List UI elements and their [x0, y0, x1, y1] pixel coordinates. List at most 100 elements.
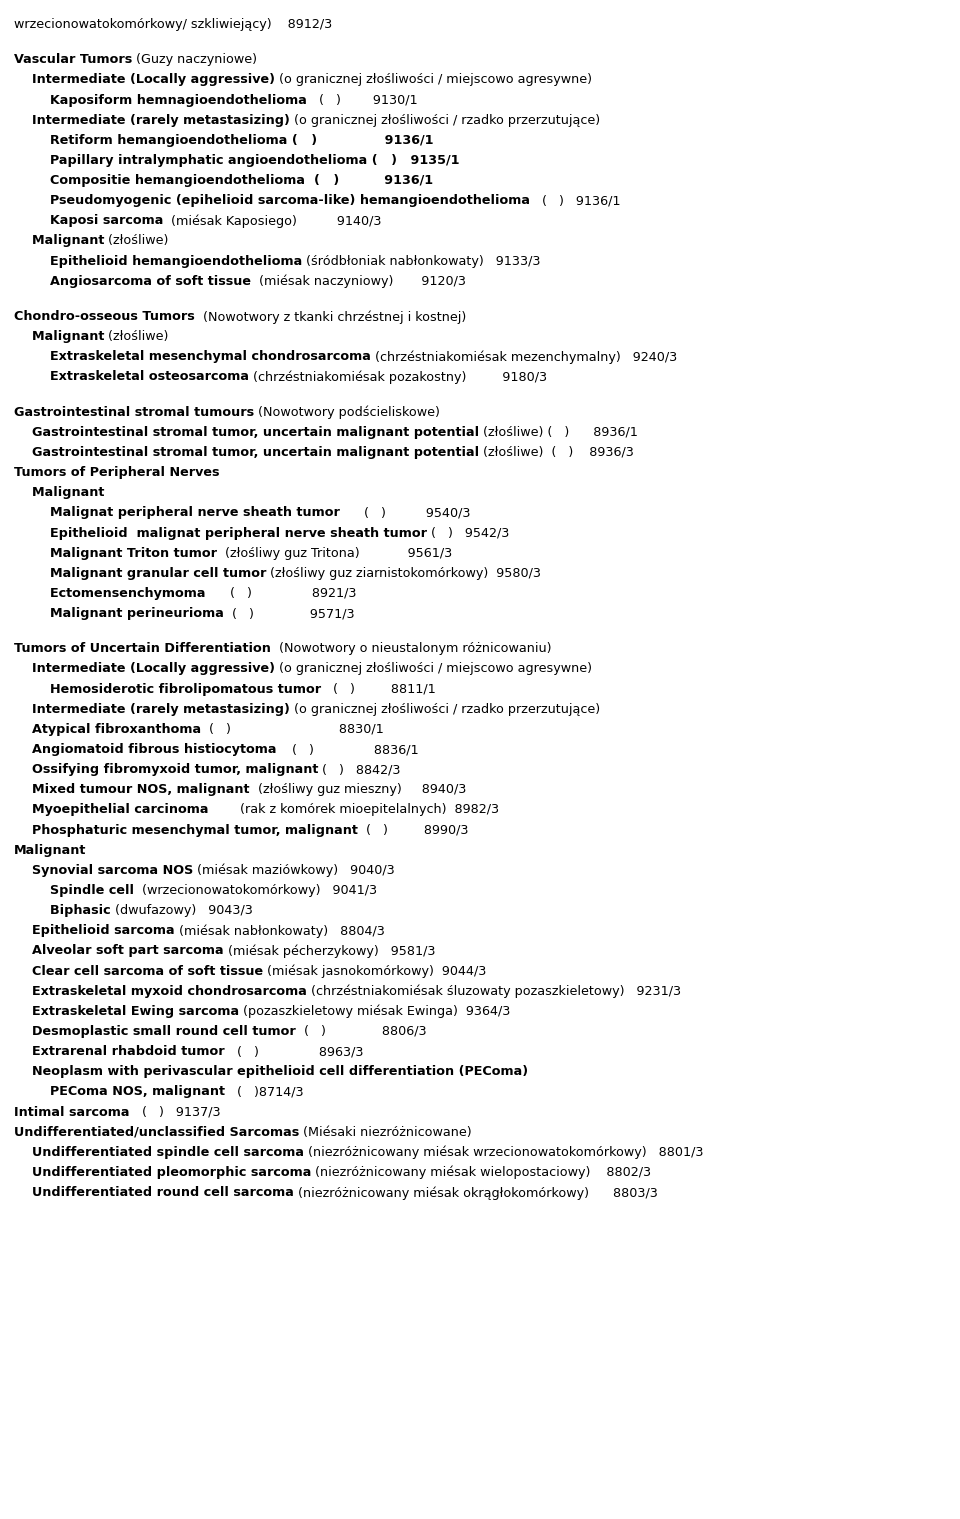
Text: (   )   9137/3: ( ) 9137/3	[130, 1106, 220, 1118]
Text: (Guzy naczyniowe): (Guzy naczyniowe)	[132, 53, 257, 67]
Text: (   )              9571/3: ( ) 9571/3	[224, 608, 354, 620]
Text: (miésak jasnokomórkowy)  9044/3: (miésak jasnokomórkowy) 9044/3	[263, 965, 487, 978]
Text: (śródbłoniak nabłonkowaty)   9133/3: (śródbłoniak nabłonkowaty) 9133/3	[302, 255, 540, 267]
Text: (miésak naczyniowy)       9120/3: (miésak naczyniowy) 9120/3	[251, 275, 466, 289]
Text: Intermediate (Locally aggressive): Intermediate (Locally aggressive)	[14, 73, 275, 87]
Text: Neoplasm with perivascular epithelioid cell differentiation (PEComa): Neoplasm with perivascular epithelioid c…	[14, 1065, 528, 1078]
Text: (Nowotwory podścieliskowe): (Nowotwory podścieliskowe)	[254, 406, 440, 419]
Text: (miésak Kaposiego)          9140/3: (miésak Kaposiego) 9140/3	[163, 214, 382, 228]
Text: Hemosiderotic fibrolipomatous tumor: Hemosiderotic fibrolipomatous tumor	[14, 682, 322, 696]
Text: (   )               8836/1: ( ) 8836/1	[276, 743, 420, 756]
Text: Ectomensenchymoma: Ectomensenchymoma	[14, 586, 205, 600]
Text: Tumors of Uncertain Differentiation: Tumors of Uncertain Differentiation	[14, 643, 271, 655]
Text: Malignant granular cell tumor: Malignant granular cell tumor	[14, 567, 266, 580]
Text: Malignant: Malignant	[14, 330, 105, 343]
Text: Malignant: Malignant	[14, 843, 86, 857]
Text: (złośliwy guz ziarnistokomórkowy)  9580/3: (złośliwy guz ziarnistokomórkowy) 9580/3	[266, 567, 541, 580]
Text: Undifferentiated round cell sarcoma: Undifferentiated round cell sarcoma	[14, 1186, 294, 1198]
Text: Extrarenal rhabdoid tumor: Extrarenal rhabdoid tumor	[14, 1045, 225, 1059]
Text: (   )8714/3: ( )8714/3	[225, 1086, 303, 1098]
Text: Atypical fibroxanthoma: Atypical fibroxanthoma	[14, 723, 202, 735]
Text: (Miésaki niezróżnicowane): (Miésaki niezróżnicowane)	[300, 1126, 472, 1139]
Text: (   )   9136/1: ( ) 9136/1	[530, 194, 620, 207]
Text: Undifferentiated pleomorphic sarcoma: Undifferentiated pleomorphic sarcoma	[14, 1167, 311, 1179]
Text: Kaposiform hemnagioendothelioma: Kaposiform hemnagioendothelioma	[14, 94, 307, 106]
Text: Undifferentiated spindle cell sarcoma: Undifferentiated spindle cell sarcoma	[14, 1145, 304, 1159]
Text: Extraskeletal mesenchymal chondrosarcoma: Extraskeletal mesenchymal chondrosarcoma	[14, 351, 371, 363]
Text: (   )         8990/3: ( ) 8990/3	[358, 823, 468, 837]
Text: Phosphaturic mesenchymal tumor, malignant: Phosphaturic mesenchymal tumor, malignan…	[14, 823, 358, 837]
Text: Vascular Tumors: Vascular Tumors	[14, 53, 132, 67]
Text: (miésak maziówkowy)   9040/3: (miésak maziówkowy) 9040/3	[193, 864, 395, 878]
Text: Chondro-osseous Tumors: Chondro-osseous Tumors	[14, 310, 195, 324]
Text: Ossifying fibromyxoid tumor, malignant: Ossifying fibromyxoid tumor, malignant	[14, 763, 319, 776]
Text: Mixed tumour NOS, malignant: Mixed tumour NOS, malignant	[14, 784, 250, 796]
Text: (niezróżnicowany miésak wrzecionowatokomórkowy)   8801/3: (niezróżnicowany miésak wrzecionowatoko…	[304, 1145, 704, 1159]
Text: Intermediate (rarely metastasizing): Intermediate (rarely metastasizing)	[14, 703, 290, 715]
Text: (złośliwe): (złośliwe)	[105, 234, 169, 248]
Text: (pozaszkieletowy miésak Ewinga)  9364/3: (pozaszkieletowy miésak Ewinga) 9364/3	[239, 1004, 511, 1018]
Text: (   )         8811/1: ( ) 8811/1	[322, 682, 436, 696]
Text: wrzecionowatokomórkowy/ szkliwiejący)    8912/3: wrzecionowatokomórkowy/ szkliwiejący) 89…	[14, 18, 332, 30]
Text: Intermediate (Locally aggressive): Intermediate (Locally aggressive)	[14, 662, 275, 676]
Text: Epithelioid hemangioendothelioma: Epithelioid hemangioendothelioma	[14, 255, 302, 267]
Text: Spindle cell: Spindle cell	[14, 884, 134, 898]
Text: (   )                           8830/1: ( ) 8830/1	[202, 723, 384, 735]
Text: Papillary intralymphatic angioendothelioma (   )   9135/1: Papillary intralymphatic angioendothelio…	[14, 153, 460, 167]
Text: (chrzéstniakomiésak śluzowaty pozaszkieletowy)   9231/3: (chrzéstniakomiésak śluzowaty pozaszki…	[307, 984, 681, 998]
Text: (   )        9130/1: ( ) 9130/1	[307, 94, 418, 106]
Text: Angiomatoid fibrous histiocytoma: Angiomatoid fibrous histiocytoma	[14, 743, 276, 756]
Text: Intimal sarcoma: Intimal sarcoma	[14, 1106, 130, 1118]
Text: Biphasic: Biphasic	[14, 904, 110, 917]
Text: (niezróżnicowany miésak wielopostaciowy)    8802/3: (niezróżnicowany miésak wielopostaciowy…	[311, 1167, 652, 1179]
Text: Epithelioid  malignat peripheral nerve sheath tumor: Epithelioid malignat peripheral nerve sh…	[14, 527, 427, 539]
Text: (chrzéstniakomiésak mezenchymalny)   9240/3: (chrzéstniakomiésak mezenchymalny) 924…	[371, 351, 677, 363]
Text: (miésak pécherzykowy)   9581/3: (miésak pécherzykowy) 9581/3	[224, 945, 435, 958]
Text: (o granicznej złośliwości / miejscowo agresywne): (o granicznej złośliwości / miejscowo ag…	[275, 73, 592, 87]
Text: (   )               8963/3: ( ) 8963/3	[225, 1045, 363, 1059]
Text: Angiosarcoma of soft tissue: Angiosarcoma of soft tissue	[14, 275, 251, 287]
Text: Extraskeletal myxoid chondrosarcoma: Extraskeletal myxoid chondrosarcoma	[14, 984, 307, 998]
Text: (Nowotwory o nieustalonym różnicowaniu): (Nowotwory o nieustalonym różnicowaniu)	[271, 643, 551, 655]
Text: Kaposi sarcoma: Kaposi sarcoma	[14, 214, 163, 228]
Text: Intermediate (rarely metastasizing): Intermediate (rarely metastasizing)	[14, 114, 290, 126]
Text: (złośliwe)  (   )    8936/3: (złośliwe) ( ) 8936/3	[479, 447, 634, 459]
Text: (   )               8921/3: ( ) 8921/3	[205, 586, 356, 600]
Text: Synovial sarcoma NOS: Synovial sarcoma NOS	[14, 864, 193, 876]
Text: Compositie hemangioendothelioma  (   )          9136/1: Compositie hemangioendothelioma ( ) 9136…	[14, 175, 433, 187]
Text: (miésak nabłonkowaty)   8804/3: (miésak nabłonkowaty) 8804/3	[175, 924, 385, 937]
Text: Gastrointestinal stromal tumours: Gastrointestinal stromal tumours	[14, 406, 254, 419]
Text: Clear cell sarcoma of soft tissue: Clear cell sarcoma of soft tissue	[14, 965, 263, 978]
Text: (   )   8842/3: ( ) 8842/3	[319, 763, 401, 776]
Text: Pseudomyogenic (epihelioid sarcoma-like) hemangioendothelioma: Pseudomyogenic (epihelioid sarcoma-like)…	[14, 194, 530, 207]
Text: Malignat peripheral nerve sheath tumor: Malignat peripheral nerve sheath tumor	[14, 506, 340, 519]
Text: (złośliwy guz mieszny)     8940/3: (złośliwy guz mieszny) 8940/3	[250, 784, 466, 796]
Text: Malignant perineurioma: Malignant perineurioma	[14, 608, 224, 620]
Text: (dwufazowy)   9043/3: (dwufazowy) 9043/3	[110, 904, 252, 917]
Text: Malignant: Malignant	[14, 486, 105, 500]
Text: (niezróżnicowany miésak okrągłokomórkowy)      8803/3: (niezróżnicowany miésak okrągłokomórkow…	[294, 1186, 658, 1200]
Text: Extraskeletal Ewing sarcoma: Extraskeletal Ewing sarcoma	[14, 1004, 239, 1018]
Text: Gastrointestinal stromal tumor, uncertain malignant potential: Gastrointestinal stromal tumor, uncertai…	[14, 447, 479, 459]
Text: (złośliwe): (złośliwe)	[105, 330, 169, 343]
Text: PEComa NOS, malignant: PEComa NOS, malignant	[14, 1086, 225, 1098]
Text: (o granicznej złośliwości / rzadko przerzutujące): (o granicznej złośliwości / rzadko przer…	[290, 703, 600, 715]
Text: (wrzecionowatokomórkowy)   9041/3: (wrzecionowatokomórkowy) 9041/3	[134, 884, 377, 898]
Text: Tumors of Peripheral Nerves: Tumors of Peripheral Nerves	[14, 466, 220, 478]
Text: Extraskeletal osteosarcoma: Extraskeletal osteosarcoma	[14, 371, 249, 383]
Text: (Nowotwory z tkanki chrzéstnej i kostnej): (Nowotwory z tkanki chrzéstnej i kostne…	[195, 310, 466, 324]
Text: (   )   9542/3: ( ) 9542/3	[427, 527, 510, 539]
Text: (chrzéstniakomiésak pozakostny)         9180/3: (chrzéstniakomiésak pozakostny) 9180/3	[249, 371, 547, 384]
Text: Malignant Triton tumor: Malignant Triton tumor	[14, 547, 217, 559]
Text: (złośliwe) (   )      8936/1: (złośliwe) ( ) 8936/1	[479, 425, 638, 439]
Text: (o granicznej złośliwości / rzadko przerzutujące): (o granicznej złośliwości / rzadko przer…	[290, 114, 600, 126]
Text: Malignant: Malignant	[14, 234, 105, 248]
Text: Myoepithelial carcinoma: Myoepithelial carcinoma	[14, 804, 208, 816]
Text: (złośliwy guz Tritona)            9561/3: (złośliwy guz Tritona) 9561/3	[217, 547, 452, 559]
Text: (o granicznej złośliwości / miejscowo agresywne): (o granicznej złośliwości / miejscowo ag…	[275, 662, 592, 676]
Text: Epithelioid sarcoma: Epithelioid sarcoma	[14, 924, 175, 937]
Text: (rak z komórek mioepitelalnych)  8982/3: (rak z komórek mioepitelalnych) 8982/3	[208, 804, 499, 816]
Text: Retiform hemangioendothelioma (   )               9136/1: Retiform hemangioendothelioma ( ) 9136/1	[14, 134, 434, 147]
Text: Gastrointestinal stromal tumor, uncertain malignant potential: Gastrointestinal stromal tumor, uncertai…	[14, 425, 479, 439]
Text: (   )              8806/3: ( ) 8806/3	[296, 1025, 426, 1037]
